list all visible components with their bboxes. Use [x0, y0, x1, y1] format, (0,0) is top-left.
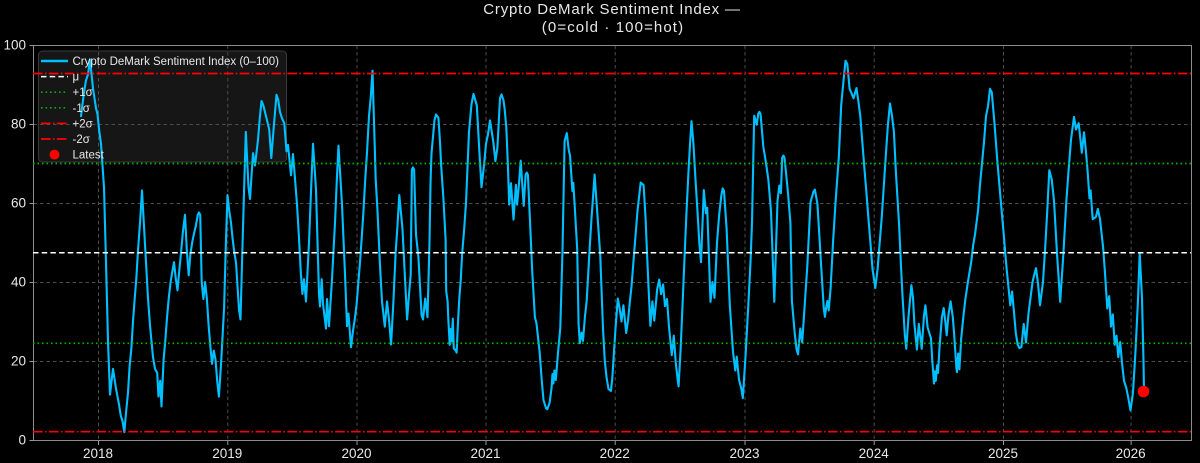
svg-text:2023: 2023: [729, 446, 759, 461]
svg-text:(0=cold · 100=hot): (0=cold · 100=hot): [542, 19, 684, 36]
svg-text:20: 20: [11, 354, 26, 369]
svg-text:μ: μ: [73, 72, 80, 84]
svg-text:2019: 2019: [212, 446, 242, 461]
svg-text:2024: 2024: [859, 446, 890, 461]
svg-text:2026: 2026: [1116, 446, 1146, 461]
svg-text:Latest: Latest: [73, 150, 105, 162]
svg-text:2022: 2022: [600, 446, 630, 461]
svg-text:+1σ: +1σ: [73, 87, 93, 99]
svg-text:+2σ: +2σ: [73, 118, 93, 130]
svg-text:80: 80: [11, 117, 26, 132]
svg-text:2021: 2021: [470, 446, 500, 461]
svg-text:60: 60: [11, 196, 26, 211]
svg-text:0: 0: [18, 433, 26, 448]
svg-text:-2σ: -2σ: [73, 134, 90, 146]
svg-text:Crypto DeMark Sentiment Index: Crypto DeMark Sentiment Index —: [483, 1, 740, 18]
svg-text:2025: 2025: [988, 446, 1018, 461]
svg-text:40: 40: [11, 275, 26, 290]
svg-text:2020: 2020: [341, 446, 371, 461]
svg-text:-1σ: -1σ: [73, 103, 90, 115]
svg-text:2018: 2018: [83, 446, 113, 461]
svg-text:Crypto DeMark Sentiment Index: Crypto DeMark Sentiment Index (0–100): [73, 56, 280, 68]
svg-text:100: 100: [3, 38, 26, 53]
